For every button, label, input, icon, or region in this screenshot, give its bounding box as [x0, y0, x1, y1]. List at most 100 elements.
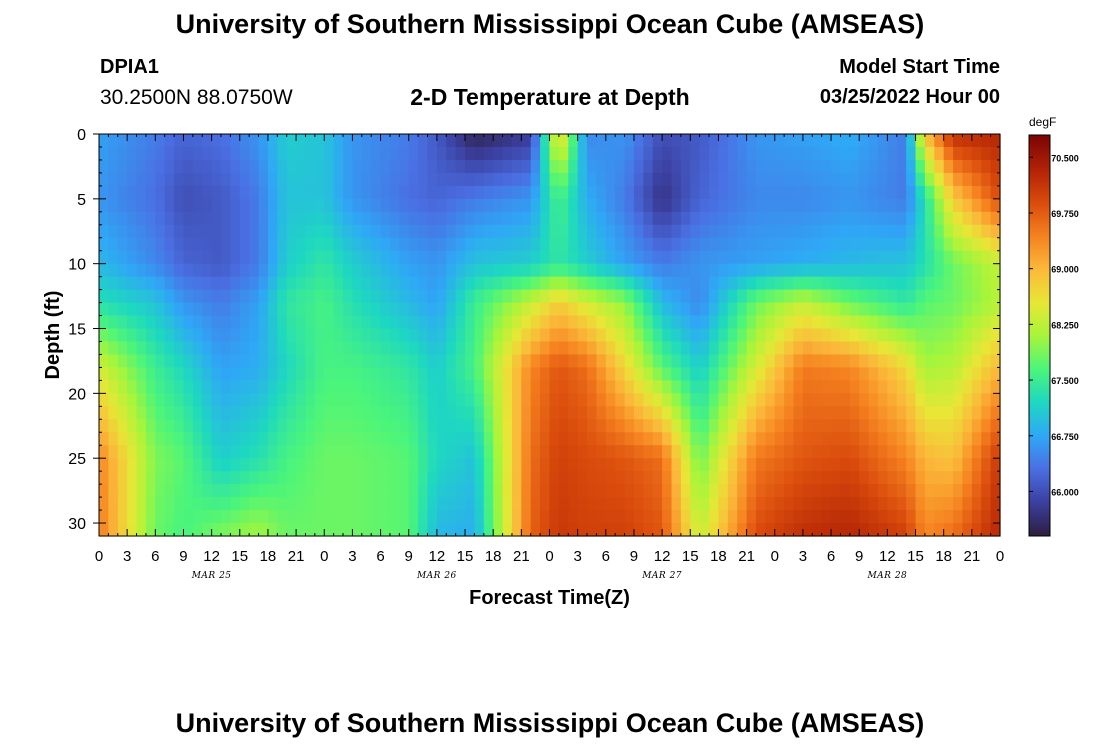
- heatmap-cell: [399, 367, 410, 381]
- heatmap-cell: [211, 510, 222, 524]
- heatmap-cell: [812, 510, 823, 524]
- heatmap-cell: [314, 510, 325, 524]
- heatmap-cell: [624, 471, 635, 485]
- heatmap-cell: [540, 185, 551, 200]
- heatmap-cell: [136, 510, 147, 524]
- heatmap-cell: [868, 471, 879, 485]
- heatmap-cell: [896, 276, 907, 291]
- heatmap-cell: [596, 159, 607, 174]
- heatmap-cell: [953, 198, 964, 213]
- heatmap-cell: [389, 237, 400, 252]
- heatmap-cell: [465, 237, 476, 252]
- heatmap-cell: [267, 237, 278, 252]
- heatmap-cell: [662, 445, 673, 459]
- heatmap-cell: [221, 146, 231, 161]
- heatmap-cell: [221, 302, 231, 317]
- heatmap-cell: [831, 263, 842, 278]
- heatmap-cell: [821, 367, 832, 381]
- heatmap-cell: [436, 289, 447, 304]
- heatmap-cell: [802, 484, 813, 498]
- heatmap-cell: [502, 419, 513, 433]
- heatmap-cell: [230, 172, 241, 187]
- heatmap-cell: [831, 302, 842, 317]
- heatmap-cell: [483, 315, 494, 330]
- heatmap-cell: [436, 510, 447, 524]
- heatmap-cell: [652, 185, 663, 200]
- heatmap-cell: [530, 523, 541, 537]
- heatmap-cell: [465, 224, 476, 239]
- heatmap-cell: [117, 224, 128, 239]
- heatmap-cell: [699, 211, 710, 226]
- heatmap-cell: [615, 406, 626, 420]
- heatmap-cell: [549, 185, 560, 200]
- heatmap-cell: [652, 406, 663, 420]
- heatmap-cell: [737, 328, 748, 343]
- heatmap-cell: [934, 211, 945, 226]
- heatmap-cell: [643, 380, 654, 394]
- heatmap-cell: [981, 393, 992, 407]
- heatmap-cell: [277, 445, 288, 459]
- heatmap-cell: [183, 484, 194, 498]
- heatmap-cell: [465, 419, 476, 433]
- heatmap-cell: [352, 484, 363, 498]
- heatmap-cell: [343, 263, 354, 278]
- heatmap-cell: [183, 146, 194, 161]
- heatmap-cell: [239, 237, 250, 252]
- heatmap-cell: [755, 445, 766, 459]
- heatmap-cell: [643, 315, 654, 330]
- heatmap-cell: [324, 471, 335, 485]
- heatmap-cell: [446, 328, 457, 343]
- heatmap-cell: [108, 224, 119, 239]
- heatmap-cell: [455, 315, 466, 330]
- heatmap-cell: [924, 367, 935, 381]
- heatmap-cell: [174, 315, 185, 330]
- heatmap-cell: [258, 185, 269, 200]
- heatmap-cell: [361, 354, 372, 369]
- heatmap-cell: [840, 510, 851, 524]
- heatmap-cell: [727, 224, 738, 239]
- y-tick-label: 5: [77, 192, 86, 209]
- heatmap-cell: [680, 315, 691, 330]
- heatmap-cell: [868, 224, 879, 239]
- heatmap-cell: [793, 159, 804, 174]
- heatmap-cell: [483, 237, 494, 252]
- heatmap-cell: [221, 445, 231, 459]
- heatmap-cell: [230, 159, 241, 174]
- heatmap-cell: [530, 211, 541, 226]
- heatmap-cell: [971, 185, 982, 200]
- heatmap-cell: [699, 523, 710, 537]
- heatmap-cell: [211, 185, 222, 200]
- heatmap-cell: [633, 237, 644, 252]
- heatmap-cell: [558, 458, 569, 472]
- heatmap-cell: [671, 419, 682, 433]
- heatmap-cell: [859, 185, 870, 200]
- heatmap-cell: [587, 432, 598, 446]
- heatmap-cell: [380, 354, 391, 369]
- heatmap-cell: [727, 523, 738, 537]
- heatmap-cell: [286, 458, 297, 472]
- heatmap-cell: [746, 432, 757, 446]
- heatmap-cell: [633, 328, 644, 343]
- heatmap-cell: [389, 471, 400, 485]
- heatmap-cell: [990, 354, 1001, 369]
- heatmap-cell: [211, 367, 222, 381]
- heatmap-cell: [868, 289, 879, 304]
- heatmap-cell: [924, 432, 935, 446]
- heatmap-cell: [258, 510, 269, 524]
- heatmap-cell: [934, 484, 945, 498]
- heatmap-cell: [286, 484, 297, 498]
- heatmap-cell: [765, 393, 776, 407]
- heatmap-cell: [418, 302, 429, 317]
- heatmap-cell: [145, 367, 156, 381]
- heatmap-cell: [192, 406, 203, 420]
- heatmap-cell: [521, 510, 532, 524]
- heatmap-cell: [577, 432, 588, 446]
- heatmap-cell: [577, 134, 588, 148]
- heatmap-cell: [924, 458, 935, 472]
- heatmap-cell: [671, 367, 682, 381]
- heatmap-cell: [887, 302, 898, 317]
- heatmap-cell: [896, 198, 907, 213]
- heatmap-cell: [502, 198, 513, 213]
- heatmap-cell: [108, 367, 119, 381]
- heatmap-cell: [718, 445, 729, 459]
